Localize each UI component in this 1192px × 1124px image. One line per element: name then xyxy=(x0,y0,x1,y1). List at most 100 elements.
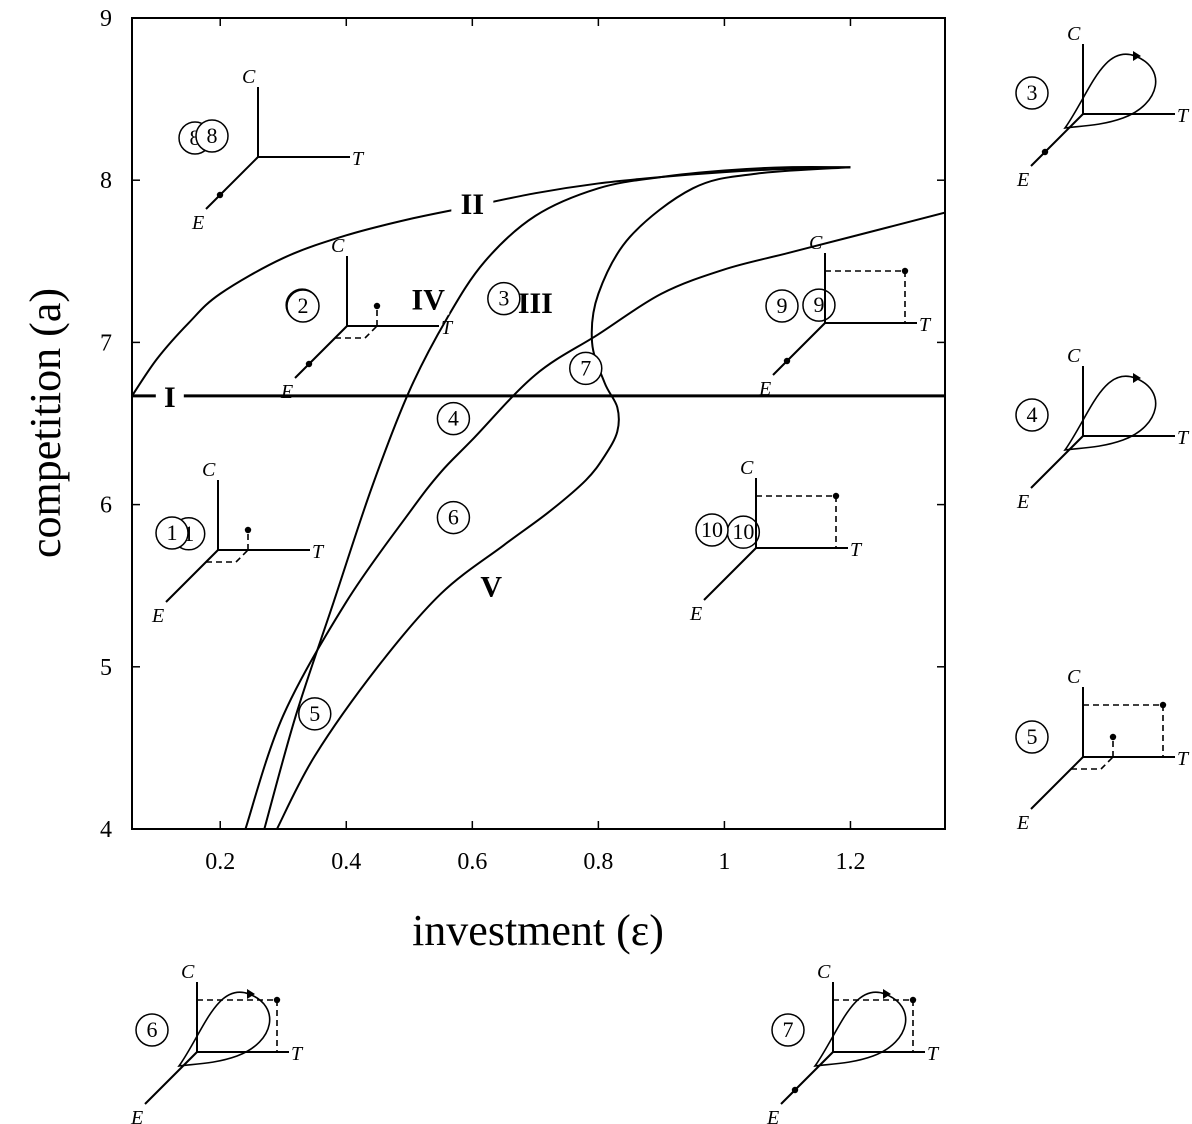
t-axis-label: T xyxy=(312,541,325,563)
projection-box xyxy=(756,495,837,548)
portrait-number-6-circle xyxy=(135,1013,169,1047)
equilibrium-dot-e-axis xyxy=(783,357,791,365)
equilibrium-dot xyxy=(244,526,252,534)
e-axis-label: E xyxy=(766,1107,779,1124)
phase-portraits: C T E 1 C T E 2 C T E 3 C T E 4 C T E 5 C T E 6 C T E 7 C T E 8 C T E 9 C T E 1… xyxy=(130,23,1190,1124)
portrait-number-5: 5 xyxy=(1027,724,1038,749)
projection-dashes xyxy=(335,325,378,339)
region-labels: 12345678910 xyxy=(171,121,836,731)
curve-label-ii: II xyxy=(461,188,484,221)
projection-dashes xyxy=(1071,756,1114,770)
portrait-number-10-circle xyxy=(695,513,729,547)
e-axis xyxy=(780,1051,834,1105)
cycle-direction-arrow xyxy=(247,989,255,999)
portrait-number-3-circle xyxy=(1015,76,1049,110)
phase-portrait-3: C T E 3 xyxy=(1015,23,1190,191)
y-tick-label: 8 xyxy=(100,168,112,194)
bifurcation-curves xyxy=(132,165,945,829)
curve-label-iv: IV xyxy=(412,284,446,317)
limit-cycle xyxy=(177,991,271,1068)
projection-box xyxy=(1083,704,1164,757)
e-axis xyxy=(1030,113,1084,167)
phase-portrait-2: C T E 2 xyxy=(280,235,454,403)
cycle-direction-arrow xyxy=(883,989,891,999)
portrait-number-4-circle xyxy=(1015,398,1049,432)
e-axis-label: E xyxy=(191,212,204,234)
e-axis-label: E xyxy=(758,378,771,400)
portrait-number-10: 10 xyxy=(701,517,723,542)
x-tick-label: 1 xyxy=(718,849,730,875)
projection-box xyxy=(197,999,278,1052)
t-axis-label: T xyxy=(919,314,932,336)
region-label-6: 6 xyxy=(448,505,459,530)
equilibrium-dot-high xyxy=(909,996,917,1004)
portrait-number-2: 2 xyxy=(298,293,309,318)
c-axis-label: C xyxy=(1067,666,1081,688)
equilibrium-dot xyxy=(1109,733,1117,741)
curve-iii xyxy=(244,211,945,829)
portrait-number-7-circle xyxy=(771,1013,805,1047)
c-axis-label: C xyxy=(1067,345,1081,367)
c-axis-label: C xyxy=(202,459,216,481)
equilibrium-dot-high xyxy=(273,996,281,1004)
axis-ticks: 0.2 0.4 0.6 0.8 1 1.2 4 5 6 7 8 9 xyxy=(100,6,945,875)
limit-cycle xyxy=(1063,53,1157,130)
region-label-7: 7 xyxy=(580,355,591,380)
portrait-number-1-circle xyxy=(155,516,189,550)
curve-ii xyxy=(132,166,851,397)
region-label-5: 5 xyxy=(309,701,320,726)
phase-portrait-8: C T E 8 xyxy=(191,66,365,234)
t-axis-label: T xyxy=(352,148,365,170)
phase-portrait-7: C T E 7 xyxy=(766,961,940,1124)
limit-cycle xyxy=(1063,375,1157,452)
equilibrium-dot-e-axis xyxy=(216,191,224,199)
c-axis-label: C xyxy=(740,457,754,479)
y-tick-label: 7 xyxy=(100,330,112,356)
portrait-number-2-circle xyxy=(286,289,320,323)
curve-label-iii: III xyxy=(518,287,553,320)
curve-label-mask xyxy=(155,377,184,412)
x-tick-label: 0.4 xyxy=(331,849,361,875)
t-axis-label: T xyxy=(1177,105,1190,127)
e-axis xyxy=(205,156,259,210)
e-axis xyxy=(772,322,826,376)
curve-label-mask xyxy=(451,184,494,219)
e-axis xyxy=(144,1051,198,1105)
e-axis-label: E xyxy=(689,603,702,625)
cycle-direction-arrow xyxy=(1133,373,1141,383)
curve-v xyxy=(276,166,851,829)
portrait-number-9: 9 xyxy=(777,293,788,318)
curve-label-i: I xyxy=(164,381,176,414)
e-axis-label: E xyxy=(151,605,164,627)
projection-dashes xyxy=(206,549,249,563)
c-axis-label: C xyxy=(331,235,345,257)
e-axis-label: E xyxy=(130,1107,143,1124)
e-axis xyxy=(294,325,348,379)
portrait-number-3: 3 xyxy=(1027,80,1038,105)
t-axis-label: T xyxy=(441,317,454,339)
phase-portrait-6: C T E 6 xyxy=(130,961,304,1124)
y-tick-label: 5 xyxy=(100,655,112,681)
c-axis-label: C xyxy=(1067,23,1081,45)
e-axis xyxy=(1030,756,1084,810)
portrait-number-5-circle xyxy=(1015,720,1049,754)
x-axis-title: investment (ε) xyxy=(412,906,664,955)
phase-portrait-1: C T E 1 xyxy=(151,459,325,627)
equilibrium-dot-high xyxy=(901,267,909,275)
phase-portrait-9: C T E 9 xyxy=(758,232,932,400)
region-label-9-circle xyxy=(802,288,836,322)
x-tick-label: 0.8 xyxy=(583,849,613,875)
portrait-number-8: 8 xyxy=(207,123,218,148)
phase-portrait-5: C T E 5 xyxy=(1015,666,1190,834)
e-axis-label: E xyxy=(1016,812,1029,834)
y-axis-title: competition (a) xyxy=(21,288,70,558)
y-tick-label: 4 xyxy=(100,817,112,843)
t-axis-label: T xyxy=(927,1043,940,1065)
region-label-3: 3 xyxy=(498,286,509,311)
e-axis-label: E xyxy=(280,381,293,403)
region-label-4: 4 xyxy=(448,406,459,431)
phase-portrait-4: C T E 4 xyxy=(1015,345,1190,513)
cycle-direction-arrow xyxy=(1133,51,1141,61)
